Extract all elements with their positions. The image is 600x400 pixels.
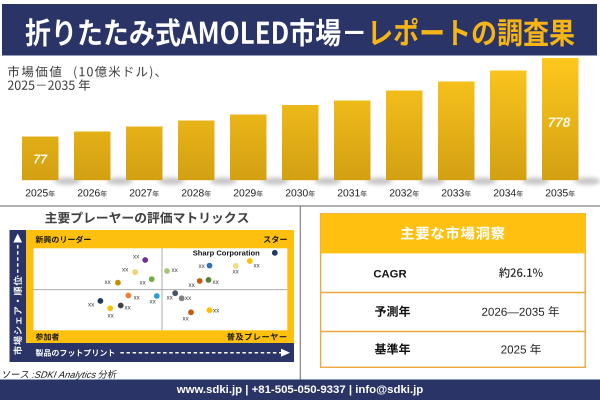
svg-text:xx: xx (213, 279, 220, 286)
svg-text:xx: xx (134, 295, 141, 302)
svg-text:xx: xx (189, 282, 196, 289)
svg-text:xx: xx (150, 299, 157, 306)
svg-text:778: 778 (548, 115, 571, 130)
svg-text:xx: xx (183, 316, 190, 323)
svg-text:xx: xx (254, 263, 261, 270)
svg-text:www.sdki.jp | +81-505-050-9337: www.sdki.jp | +81-505-050-9337 | info@sd… (176, 384, 424, 396)
svg-text:xx: xx (233, 269, 240, 276)
svg-text:xx: xx (167, 295, 174, 302)
svg-text:xx: xx (133, 254, 140, 261)
svg-text:Sharp Corporation: Sharp Corporation (193, 249, 260, 258)
svg-text:xx: xx (140, 280, 147, 287)
svg-text:CAGR: CAGR (373, 269, 406, 281)
svg-text:xx: xx (108, 313, 115, 320)
svg-text:xx: xx (105, 279, 112, 286)
svg-text:xx: xx (185, 295, 192, 302)
svg-text:xx: xx (125, 305, 132, 312)
svg-text:77: 77 (33, 153, 48, 167)
svg-text:xx: xx (122, 267, 129, 274)
svg-text:xx: xx (213, 308, 220, 315)
svg-text:xx: xx (88, 302, 95, 309)
svg-text:xx: xx (172, 267, 179, 274)
svg-text:xx: xx (199, 263, 206, 270)
